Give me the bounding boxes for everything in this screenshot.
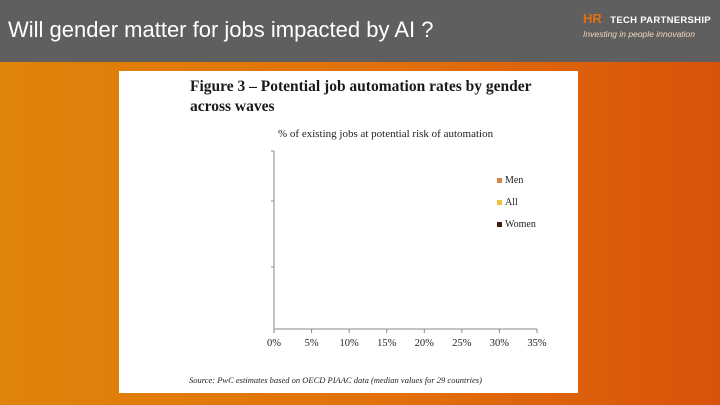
legend-swatch bbox=[497, 199, 502, 205]
company-logo: HR TECH PARTNERSHIP Investing in people … bbox=[583, 10, 717, 40]
legend-item: Men bbox=[497, 169, 536, 191]
legend-label: Men bbox=[505, 174, 524, 186]
chart-subtitle: % of existing jobs at potential risk of … bbox=[278, 128, 494, 140]
title-bar: Will gender matter for jobs impacted by … bbox=[0, 0, 720, 62]
x-tick-label: 25% bbox=[452, 338, 472, 349]
x-tick-label: 10% bbox=[340, 338, 360, 349]
chart-area: 0% 5% 10% 15% 20% 25% 30% 35% bbox=[267, 150, 547, 349]
legend-item: All bbox=[497, 191, 536, 213]
x-tick-label: 35% bbox=[527, 338, 547, 349]
figure-source: Source: PwC estimates based on OECD PIAA… bbox=[189, 375, 482, 385]
x-tick-label: 0% bbox=[267, 338, 281, 349]
logo-name: TECH PARTNERSHIP bbox=[610, 15, 711, 26]
x-tick-label: 20% bbox=[415, 338, 435, 349]
logo-tagline: Investing in people innovation bbox=[583, 29, 695, 39]
x-tick-label: 30% bbox=[490, 338, 510, 349]
chart-legend: Men All Women bbox=[497, 169, 536, 235]
slide-title: Will gender matter for jobs impacted by … bbox=[8, 17, 434, 42]
legend-swatch bbox=[497, 177, 502, 183]
legend-label: Women bbox=[505, 218, 536, 230]
figure-title: Figure 3 – Potential job automation rate… bbox=[190, 78, 532, 115]
x-tick-label: 5% bbox=[305, 338, 319, 349]
logo-mark: HR bbox=[583, 11, 602, 26]
x-tick-label: 15% bbox=[377, 338, 397, 349]
legend-label: All bbox=[505, 196, 518, 208]
figure-panel: Figure 3 – Potential job automation rate… bbox=[119, 71, 578, 393]
legend-swatch bbox=[497, 221, 502, 227]
legend-item: Women bbox=[497, 213, 536, 235]
